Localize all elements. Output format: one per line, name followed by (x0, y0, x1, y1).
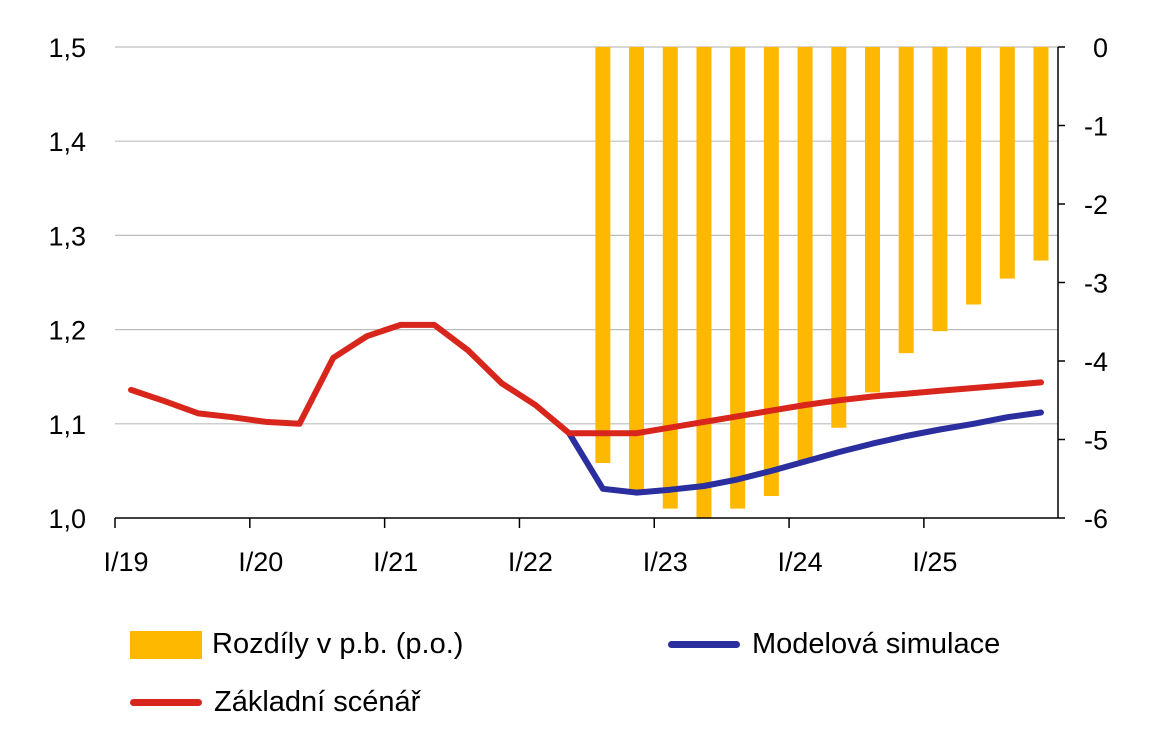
legend-item-simulation: Modelová simulace (668, 628, 1000, 661)
axes (114, 46, 1065, 528)
bar (831, 47, 847, 428)
legend-label-bars: Rozdíly v p.b. (p.o.) (212, 628, 464, 660)
legend-label-simulation: Modelová simulace (752, 628, 1001, 660)
legend-item-baseline: Základní scénář (130, 686, 420, 719)
legend-item-bars: Rozdíly v p.b. (p.o.) (130, 628, 463, 661)
line-baseline (128, 321, 1044, 437)
y-left-tick-label: 1,2 (48, 316, 86, 346)
x-tick-label: I/19 (103, 547, 148, 577)
bar (662, 47, 678, 509)
x-tick-label: I/24 (778, 547, 823, 577)
bar (864, 47, 880, 393)
bar (932, 47, 948, 332)
legend-swatch-baseline (130, 699, 202, 706)
y-left-tick-label: 1,4 (48, 127, 86, 157)
legend: Rozdíly v p.b. (p.o.) Modelová simulace … (0, 610, 1160, 750)
x-tick-label: I/21 (373, 547, 418, 577)
y-left-tick-label: 1,0 (48, 504, 86, 534)
bar (999, 47, 1015, 279)
bar (898, 47, 914, 354)
bar (730, 47, 746, 509)
lines (128, 321, 1044, 496)
legend-swatch-bars (130, 630, 202, 659)
bar (595, 47, 611, 464)
legend-label-baseline: Základní scénář (214, 686, 421, 718)
y-left-tick-label: 1,1 (48, 410, 86, 440)
x-tick-label: I/20 (238, 547, 283, 577)
bar (966, 47, 982, 305)
x-tick-label: I/22 (508, 547, 553, 577)
bar (629, 47, 645, 493)
y-right-tick-label: -2 (1084, 190, 1108, 220)
x-tick-label: I/25 (912, 547, 957, 577)
y-right-tick-label: -3 (1084, 269, 1108, 299)
y-left-tick-label: 1,3 (48, 221, 86, 251)
y-right-tick-label: -1 (1084, 112, 1108, 142)
bar (696, 47, 712, 518)
y-left-tick-label: 1,5 (48, 33, 86, 63)
bars (595, 47, 1049, 518)
tick-labels: 1,0 1,1 1,2 1,3 1,4 1,5 0 -1 -2 -3 -4 -5 -6 I/19 I/20 I… (48, 33, 1108, 577)
bar (1033, 47, 1049, 261)
y-right-tick-label: -6 (1084, 504, 1108, 534)
chart: 1,0 1,1 1,2 1,3 1,4 1,5 0 -1 -2 -3 -4 -5 -6 I/19 I/20 I… (48, 33, 1108, 577)
y-right-tick-label: 0 (1093, 33, 1108, 63)
legend-swatch-simulation (668, 641, 740, 648)
bar (763, 47, 779, 497)
line-simulation (566, 409, 1044, 496)
gridlines (115, 46, 1058, 425)
x-tick-label: I/23 (643, 547, 688, 577)
y-right-tick-label: -4 (1084, 347, 1108, 377)
bar (797, 47, 813, 464)
y-right-tick-label: -5 (1084, 426, 1108, 456)
